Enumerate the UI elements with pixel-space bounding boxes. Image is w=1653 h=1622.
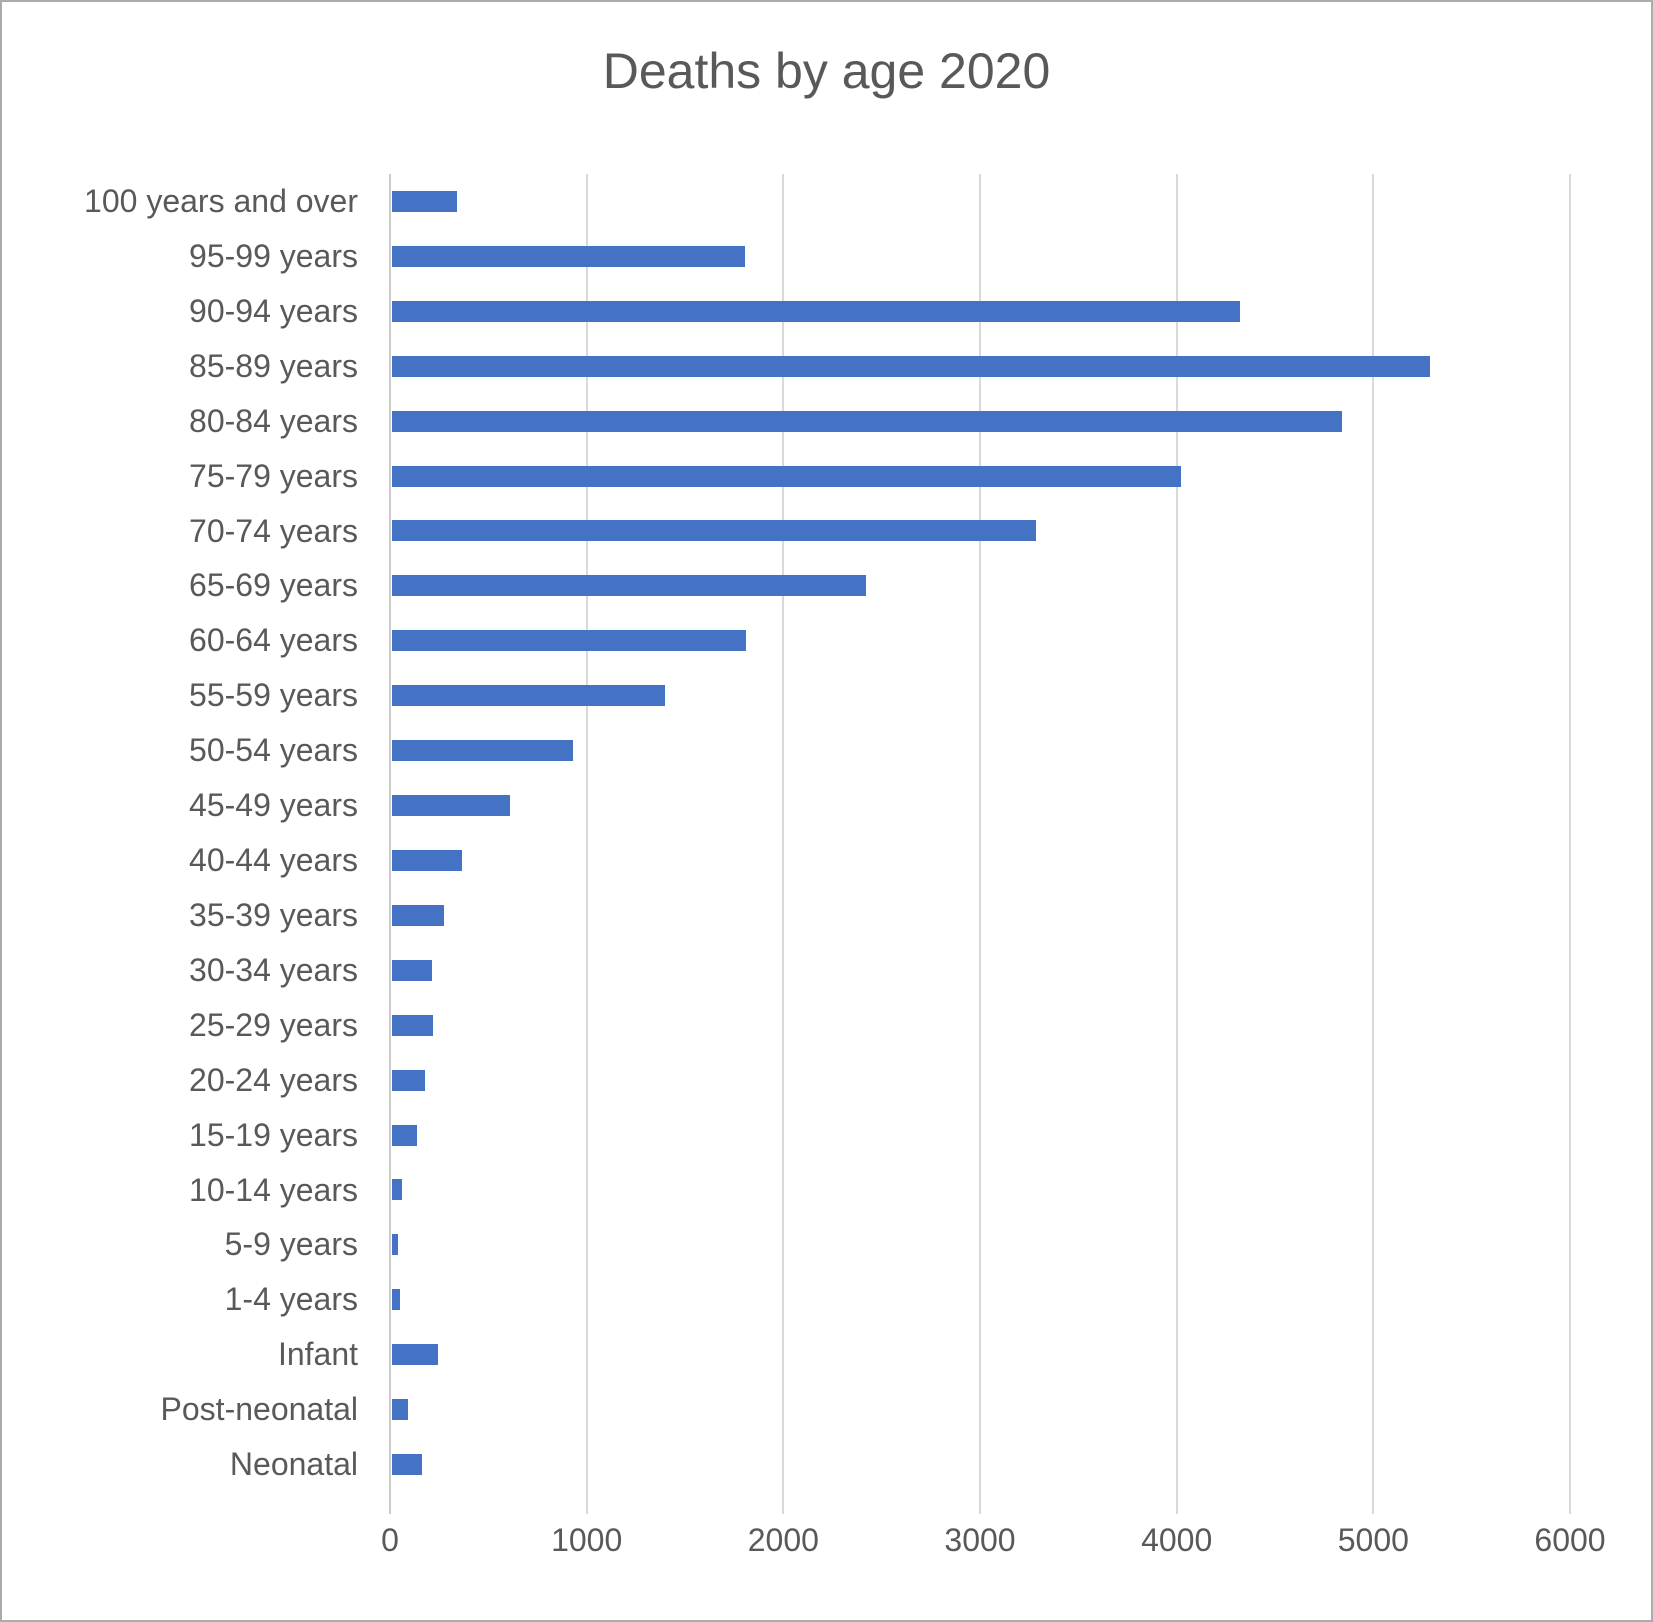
- category-label: 50-54 years: [189, 732, 358, 769]
- gridline: [1175, 174, 1178, 1514]
- category-label: 100 years and over: [84, 183, 358, 219]
- category-label: 65-69 years: [189, 567, 358, 604]
- x-tick-label: 6000: [1534, 1522, 1606, 1558]
- category-label: 10-14 years: [189, 1171, 358, 1208]
- bar: [392, 520, 1037, 542]
- bar: [392, 245, 746, 267]
- bar: [392, 465, 1181, 487]
- bar: [392, 959, 433, 981]
- category-label: 80-84 years: [189, 402, 358, 439]
- bar: [392, 740, 573, 762]
- category-label: 20-24 years: [189, 1061, 358, 1098]
- bar: [392, 1454, 423, 1476]
- chart-title: Deaths by age 2020: [602, 43, 1051, 99]
- category-label: 75-79 years: [189, 457, 358, 494]
- bar: [392, 1014, 434, 1036]
- x-tick-label: 3000: [944, 1522, 1016, 1558]
- gridline: [1372, 174, 1375, 1514]
- category-label: 70-74 years: [189, 512, 358, 549]
- bar: [392, 410, 1342, 432]
- category-label: 45-49 years: [189, 787, 358, 824]
- category-label: 1-4 years: [224, 1281, 358, 1318]
- gridline: [979, 174, 981, 1514]
- category-label: 60-64 years: [189, 622, 358, 659]
- bar: [392, 1289, 401, 1311]
- bar: [392, 904, 445, 926]
- category-label: Infant: [277, 1336, 358, 1373]
- bar: [392, 849, 462, 871]
- bar: [392, 685, 666, 707]
- x-tick-label: 4000: [1141, 1522, 1213, 1558]
- bar: [392, 1179, 403, 1201]
- bar: [392, 355, 1431, 377]
- gridline: [782, 174, 785, 1514]
- x-tick-label: 5000: [1337, 1522, 1409, 1558]
- category-label: 55-59 years: [189, 677, 358, 714]
- category-label: 90-94 years: [189, 292, 358, 329]
- category-label: 35-39 years: [189, 896, 358, 933]
- value-axis-labels: 0 1000 2000 3000 4000 5000 6000: [2, 1522, 1651, 1582]
- bar: [392, 795, 510, 817]
- x-tick-label: 0: [381, 1522, 399, 1558]
- bar: [392, 1069, 426, 1091]
- bar: [392, 1124, 417, 1146]
- category-label: Post-neonatal: [160, 1391, 358, 1428]
- category-label: 25-29 years: [189, 1006, 358, 1043]
- bar: [392, 1399, 408, 1421]
- category-label: 40-44 years: [189, 842, 358, 878]
- x-tick-label: 1000: [551, 1522, 623, 1558]
- category-label: 15-19 years: [189, 1116, 358, 1153]
- category-label: 5-9 years: [224, 1226, 358, 1263]
- category-label: Neonatal: [229, 1446, 358, 1483]
- gridline: [1569, 174, 1571, 1514]
- bar: [392, 1344, 438, 1366]
- bar: [392, 630, 746, 652]
- bar: [392, 300, 1240, 322]
- bar: [392, 1234, 399, 1256]
- category-label: 85-89 years: [189, 347, 358, 384]
- category-label: 95-99 years: [189, 237, 358, 274]
- category-axis-labels: 100 years and over 95-99 years 90-94 years…: [2, 174, 358, 1492]
- bar: [392, 575, 866, 597]
- x-tick-label: 2000: [747, 1522, 819, 1558]
- plot-area: [389, 174, 1571, 1514]
- value-axis-line: [389, 174, 391, 1514]
- bar: [392, 190, 457, 212]
- gridline: [585, 174, 588, 1514]
- category-label: 30-34 years: [189, 951, 358, 988]
